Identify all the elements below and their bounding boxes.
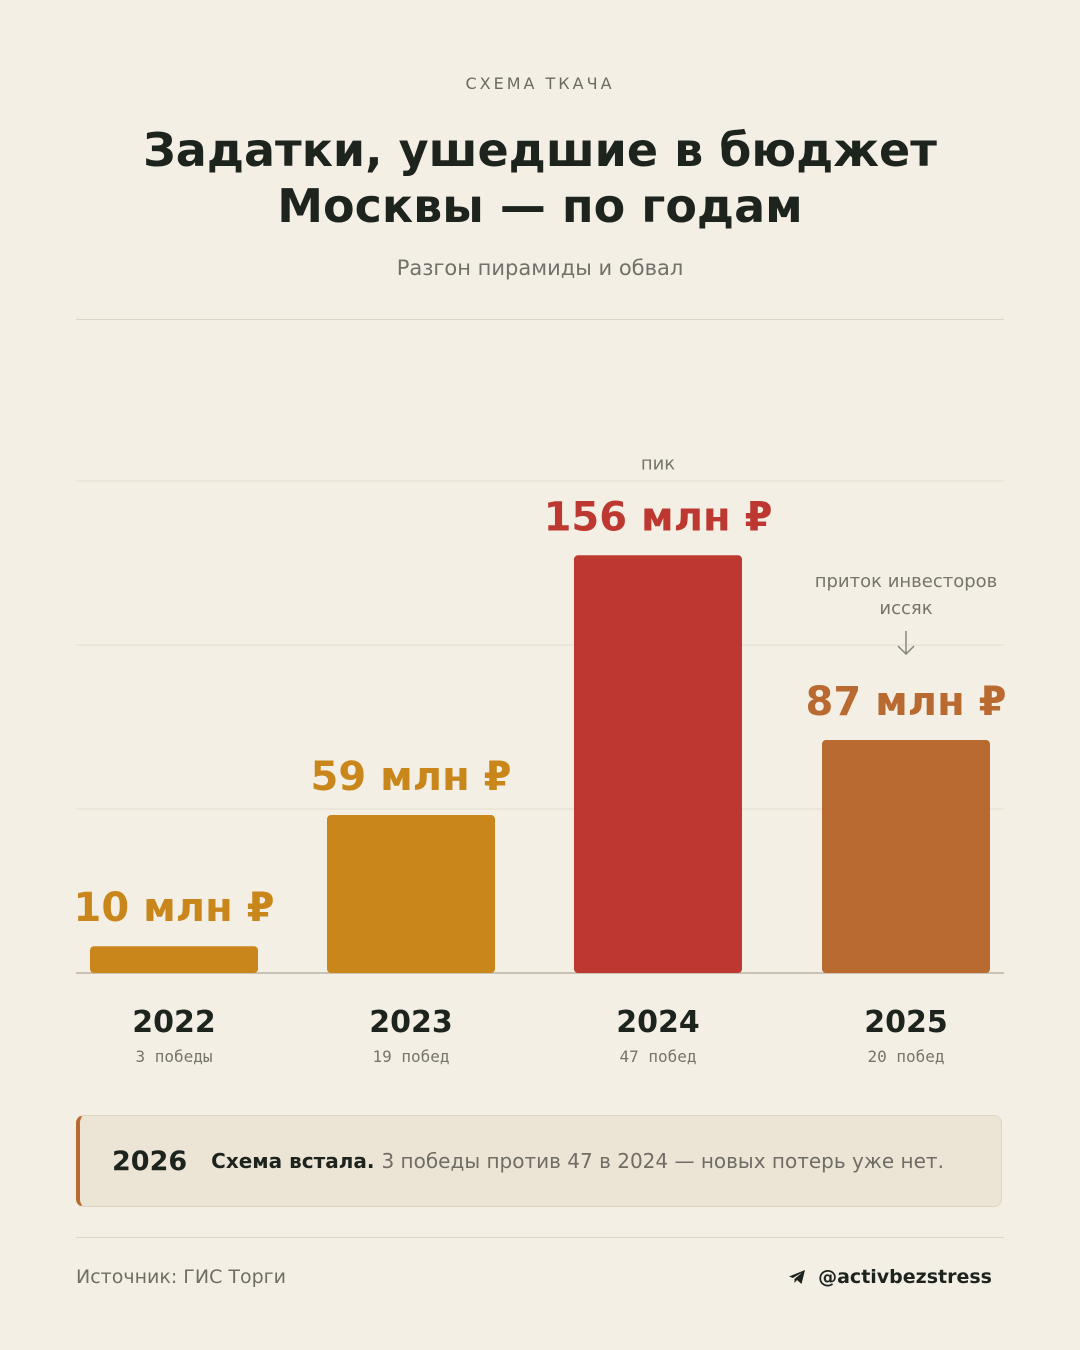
bar-2025 xyxy=(822,740,990,973)
x-tick-2023: 2023 xyxy=(369,1005,453,1040)
bar-2024 xyxy=(574,555,742,973)
x-tick-2022: 2022 xyxy=(132,1005,216,1040)
handle-text: @activbezstress xyxy=(818,1266,992,1288)
wins-label-2025: 20 побед xyxy=(867,1047,944,1066)
peak-annotation: пик xyxy=(641,453,675,474)
arrow-down-icon xyxy=(897,631,915,656)
callout-2026: 2026 Схема встала. 3 победы против 47 в … xyxy=(76,1115,1002,1207)
page-subtitle: Разгон пирамиды и обвал xyxy=(396,256,684,280)
callout-year: 2026 xyxy=(112,1145,188,1177)
callout-headline: Схема встала. xyxy=(211,1149,375,1173)
kicker: СХЕМА ТКАЧА xyxy=(465,74,615,93)
source-note: Источник: ГИС Торги xyxy=(76,1266,286,1288)
telegram-handle[interactable]: @activbezstress xyxy=(788,1266,992,1288)
wins-label-2023: 19 побед xyxy=(372,1047,449,1066)
callout-text: 3 победы против 47 в 2024 — новых потерь… xyxy=(381,1149,944,1173)
top-divider xyxy=(76,319,1004,320)
bar-2023 xyxy=(327,815,495,973)
page-title: Задатки, ушедшие в бюджет Москвы — по го… xyxy=(143,123,937,233)
x-tick-2025: 2025 xyxy=(864,1005,948,1040)
value-label-2022: 10 млн ₽ xyxy=(74,885,275,931)
value-label-2023: 59 млн ₽ xyxy=(311,754,512,800)
x-tick-2024: 2024 xyxy=(616,1005,700,1040)
bar-2022 xyxy=(90,946,258,973)
wins-label-2022: 3 победы xyxy=(135,1047,212,1066)
telegram-icon xyxy=(789,1270,806,1284)
drop-annotation-line2: иссяк xyxy=(879,598,932,619)
drop-annotation-line1: приток инвесторов xyxy=(815,571,998,592)
wins-label-2024: 47 побед xyxy=(619,1047,696,1066)
bar-chart: 10 млн ₽ 2022 3 победы 59 млн ₽ 2023 19 побед… xyxy=(74,453,1007,1066)
value-label-2024: 156 млн ₽ xyxy=(544,494,773,540)
value-label-2025: 87 млн ₽ xyxy=(806,679,1007,725)
bottom-divider xyxy=(76,1237,1004,1238)
